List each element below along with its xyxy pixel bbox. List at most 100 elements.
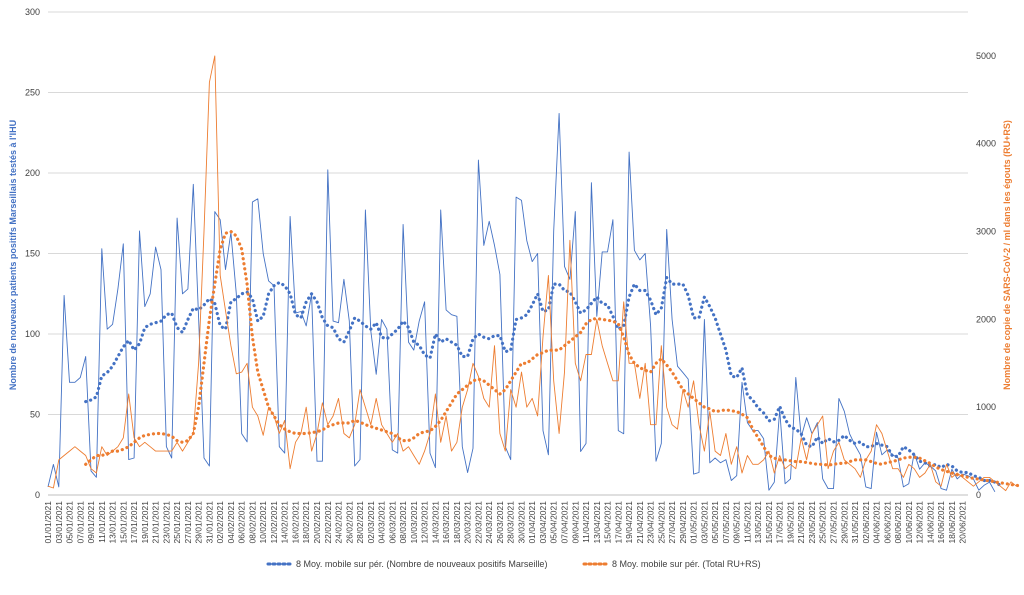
x-tick-label: 03/01/2021: [54, 501, 64, 544]
x-tick-label: 18/03/2021: [452, 501, 462, 544]
x-tick-label: 09/01/2021: [86, 501, 96, 544]
left-tick-label: 200: [25, 168, 40, 178]
x-tick-label: 27/01/2021: [183, 501, 193, 544]
x-tick-label: 24/03/2021: [484, 501, 494, 544]
x-tick-label: 10/03/2021: [409, 501, 419, 544]
right-axis-title: Nombre de copie de SARS-CoV-2 / ml dans …: [1002, 120, 1012, 390]
x-tick-label: 29/01/2021: [194, 501, 204, 544]
x-tick-label: 12/06/2021: [915, 501, 925, 544]
left-tick-label: 0: [35, 490, 40, 500]
x-tick-label: 15/04/2021: [603, 501, 613, 544]
x-tick-label: 10/06/2021: [904, 501, 914, 544]
left-tick-label: 250: [25, 88, 40, 98]
x-tick-label: 29/04/2021: [678, 501, 688, 544]
x-tick-label: 12/03/2021: [420, 501, 430, 544]
x-tick-label: 02/02/2021: [215, 501, 225, 544]
x-tick-label: 16/03/2021: [441, 501, 451, 544]
x-tick-label: 14/02/2021: [280, 501, 290, 544]
x-tick-label: 30/03/2021: [516, 501, 526, 544]
gridlines: [48, 11, 968, 496]
x-axis-ticks: 01/01/2021 03/01/2021 05/01/2021 07/01/2021…: [43, 501, 968, 544]
x-tick-label: 21/01/2021: [151, 501, 161, 544]
x-tick-label: 08/06/2021: [893, 501, 903, 544]
x-tick-label: 15/05/2021: [764, 501, 774, 544]
x-tick-label: 07/01/2021: [75, 501, 85, 544]
x-tick-label: 21/05/2021: [796, 501, 806, 544]
x-tick-label: 11/04/2021: [581, 501, 591, 543]
x-tick-label: 13/01/2021: [108, 501, 118, 544]
x-tick-label: 04/03/2021: [377, 501, 387, 544]
x-tick-label: 25/05/2021: [818, 501, 828, 544]
x-tick-label: 23/05/2021: [807, 501, 817, 544]
x-tick-label: 06/02/2021: [237, 501, 247, 544]
x-tick-label: 16/06/2021: [936, 501, 946, 544]
x-tick-label: 25/04/2021: [656, 501, 666, 544]
right-tick-label: 5000: [976, 51, 996, 61]
x-tick-label: 16/02/2021: [290, 501, 300, 544]
x-tick-label: 31/01/2021: [204, 501, 214, 544]
x-tick-label: 01/04/2021: [527, 501, 537, 544]
left-tick-label: 150: [25, 249, 40, 259]
x-tick-label: 22/02/2021: [323, 501, 333, 544]
x-tick-label: 01/05/2021: [689, 501, 699, 544]
x-tick-label: 17/01/2021: [129, 501, 139, 544]
x-tick-label: 19/01/2021: [140, 501, 150, 544]
x-tick-label: 27/04/2021: [667, 501, 677, 544]
right-tick-label: 4000: [976, 139, 996, 149]
x-tick-label: 17/04/2021: [613, 501, 623, 544]
left-tick-label: 100: [25, 329, 40, 339]
legend-item-blue: 8 Moy. mobile sur pér. (Nombre de nouvea…: [266, 559, 547, 569]
x-tick-label: 09/05/2021: [732, 501, 742, 544]
right-tick-label: 1000: [976, 402, 996, 412]
x-tick-label: 05/04/2021: [549, 501, 559, 544]
x-tick-label: 21/04/2021: [635, 501, 645, 544]
legend-label-orange: 8 Moy. mobile sur pér. (Total RU+RS): [612, 559, 761, 569]
x-tick-label: 03/05/2021: [699, 501, 709, 544]
x-tick-label: 13/05/2021: [753, 501, 763, 544]
x-tick-label: 09/04/2021: [570, 501, 580, 544]
x-tick-label: 02/06/2021: [861, 501, 871, 544]
orange-moving-average-line: [84, 229, 1024, 488]
legend-label-blue: 8 Moy. mobile sur pér. (Nombre de nouvea…: [296, 559, 547, 569]
x-tick-label: 22/03/2021: [473, 501, 483, 544]
legend: 8 Moy. mobile sur pér. (Nombre de nouvea…: [266, 559, 761, 569]
x-tick-label: 05/01/2021: [65, 501, 75, 544]
x-tick-label: 01/01/2021: [43, 501, 53, 544]
x-tick-label: 19/05/2021: [785, 501, 795, 544]
x-tick-label: 25/01/2021: [172, 501, 182, 544]
x-tick-label: 18/06/2021: [947, 501, 957, 544]
x-tick-label: 14/03/2021: [430, 501, 440, 544]
left-tick-label: 50: [30, 410, 40, 420]
left-axis-title: Nombre de nouveaux patients positifs Mar…: [8, 120, 18, 390]
x-tick-label: 07/05/2021: [721, 501, 731, 544]
x-tick-label: 20/02/2021: [312, 501, 322, 544]
x-tick-label: 19/04/2021: [624, 501, 634, 544]
x-tick-label: 06/06/2021: [882, 501, 892, 544]
series-layer: [47, 55, 1024, 493]
blue-moving-average-line: [84, 276, 1002, 487]
x-tick-label: 03/04/2021: [538, 501, 548, 544]
x-tick-label: 13/04/2021: [592, 501, 602, 544]
x-tick-label: 02/03/2021: [366, 501, 376, 544]
right-tick-label: 3000: [976, 227, 996, 237]
x-tick-label: 04/06/2021: [872, 501, 882, 544]
x-tick-label: 08/02/2021: [247, 501, 257, 544]
x-tick-label: 05/05/2021: [710, 501, 720, 544]
x-tick-label: 20/03/2021: [463, 501, 473, 544]
x-tick-label: 12/02/2021: [269, 501, 279, 544]
right-tick-label: 0: [976, 490, 981, 500]
x-tick-label: 06/03/2021: [387, 501, 397, 544]
x-tick-label: 17/05/2021: [775, 501, 785, 544]
left-axis-ticks: 0 50 100 150 200 250 300: [25, 7, 40, 500]
x-tick-label: 27/05/2021: [828, 501, 838, 544]
x-tick-label: 08/03/2021: [398, 501, 408, 544]
x-tick-label: 15/01/2021: [118, 501, 128, 544]
right-axis-ticks: 0 1000 2000 3000 4000 5000: [976, 51, 996, 500]
x-tick-label: 23/04/2021: [646, 501, 656, 544]
x-tick-label: 10/02/2021: [258, 501, 268, 544]
blue-daily-line: [47, 112, 996, 493]
x-tick-label: 14/06/2021: [925, 501, 935, 544]
x-tick-label: 04/02/2021: [226, 501, 236, 544]
